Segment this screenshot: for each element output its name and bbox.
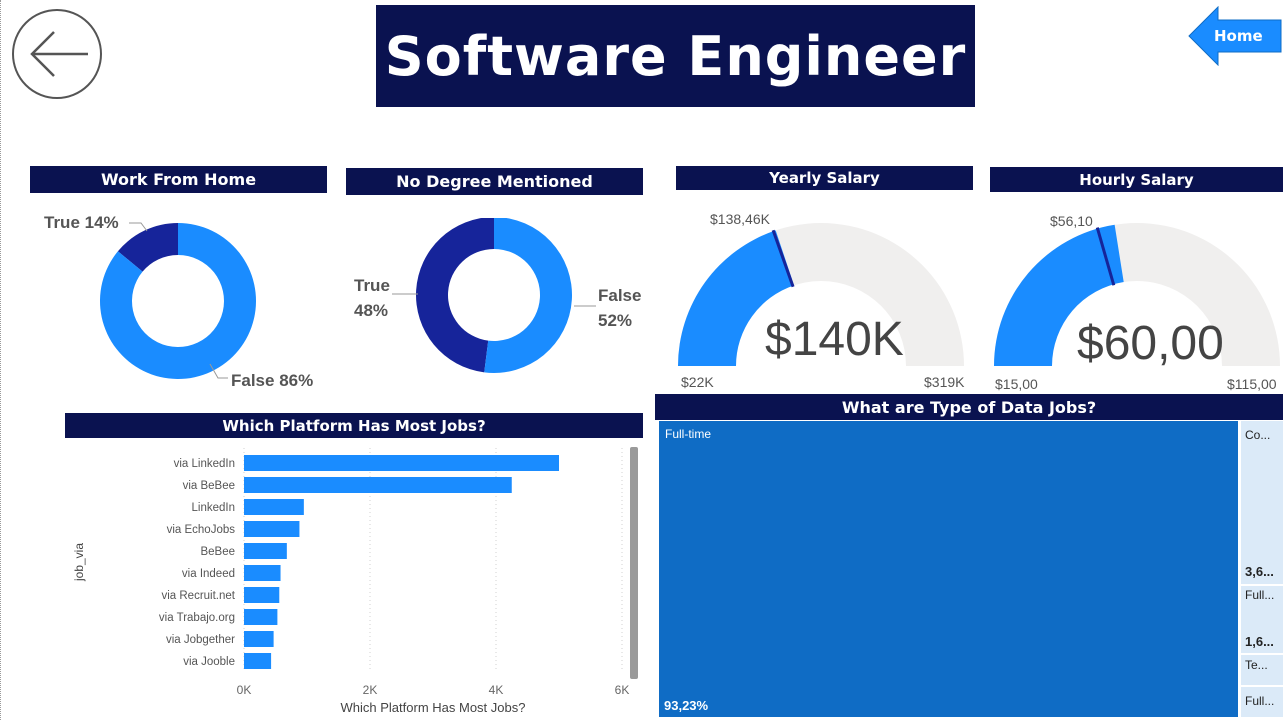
wfh-slice-true[interactable] <box>117 223 178 272</box>
degree-false-label: False <box>598 286 642 305</box>
bar-category-label: via Jooble <box>183 656 235 668</box>
treemap-main-pct: 93,23% <box>664 698 709 713</box>
wfh-slice-false[interactable] <box>99 223 256 379</box>
home-arrow-icon <box>1188 5 1282 67</box>
platform-header: Which Platform Has Most Jobs? <box>65 413 643 438</box>
bar-tick-label: 0K <box>237 683 252 697</box>
treemap-tile-1-label: Co... <box>1245 428 1271 442</box>
bar-via-jooble[interactable] <box>244 653 272 669</box>
treemap-tile-2-value: 1,6... <box>1245 634 1274 649</box>
yearly-target-marker <box>771 229 795 288</box>
bar-via-indeed[interactable] <box>244 565 281 581</box>
yearly-min: $22K <box>681 374 714 390</box>
bar-category-label: via Trabajo.org <box>159 612 235 624</box>
bar-category-label: LinkedIn <box>192 502 235 514</box>
arrow-left-icon <box>30 31 88 77</box>
bar-linkedin[interactable] <box>244 499 304 515</box>
wfh-donut-chart <box>99 223 256 379</box>
bar-tick-label: 4K <box>489 683 504 697</box>
wfh-true-label: True 14% <box>44 213 119 232</box>
treemap-tile-1[interactable] <box>1241 421 1283 584</box>
degree-slice-false[interactable] <box>484 218 572 373</box>
home-button[interactable]: Home <box>1188 5 1282 67</box>
treemap-header: What are Type of Data Jobs? <box>655 394 1283 420</box>
bar-tick-label: 2K <box>363 683 378 697</box>
hourly-fill[interactable] <box>994 224 1124 366</box>
yearly-header: Yearly Salary <box>676 166 973 190</box>
wfh-header: Work From Home <box>30 166 327 193</box>
platform-scrollbar[interactable] <box>630 447 638 679</box>
bar-via-linkedin[interactable] <box>244 455 559 471</box>
bar-tick-label: 6K <box>615 683 630 697</box>
hourly-target-label: $56,10 <box>1050 213 1093 229</box>
treemap-tile-3-label: Te... <box>1245 658 1268 672</box>
wfh-false-label: False 86% <box>231 371 314 390</box>
bar-category-label: via BeBee <box>183 480 235 492</box>
bar-bebee[interactable] <box>244 543 287 559</box>
treemap-tile-3[interactable] <box>1241 655 1283 685</box>
page-title: Software Engineer <box>384 24 967 88</box>
treemap-tile-4[interactable] <box>1241 687 1283 717</box>
bar-via-jobgether[interactable] <box>244 631 274 647</box>
degree-slice-true[interactable] <box>416 218 494 373</box>
bar-via-echojobs[interactable] <box>244 521 300 537</box>
degree-false-leader <box>574 305 596 307</box>
yearly-value: $140K <box>765 313 904 366</box>
treemap-main-label: Full-time <box>665 427 712 441</box>
bar-category-label: via Indeed <box>182 568 235 580</box>
bar-via-recruit-net[interactable] <box>244 587 280 603</box>
platform-bar-chart: via LinkedIn via BeBee LinkedIn via EchoJob… <box>72 448 630 715</box>
hourly-max: $115,00 <box>1227 376 1277 392</box>
title-banner <box>376 5 975 107</box>
degree-true-label: True <box>354 276 390 295</box>
bar-category-label: via LinkedIn <box>174 458 235 470</box>
platform-ylabel: job_via <box>72 543 86 582</box>
degree-false-pct: 52% <box>598 311 633 330</box>
wfh-false-leader <box>209 363 228 379</box>
platform-xlabel: Which Platform Has Most Jobs? <box>341 700 526 715</box>
bar-category-label: via EchoJobs <box>167 524 236 536</box>
hourly-value: $60,00 <box>1077 317 1224 370</box>
treemap-tile-2-label: Full... <box>1245 588 1275 602</box>
yearly-gauge <box>678 223 964 366</box>
hourly-target-marker <box>1095 227 1116 286</box>
wfh-true-leader <box>129 222 148 232</box>
treemap-main-tile[interactable] <box>659 421 1238 717</box>
yearly-target-label: $138,46K <box>710 211 770 227</box>
treemap-tile-2[interactable] <box>1241 586 1283 653</box>
bar-category-label: BeBee <box>200 546 235 558</box>
degree-true-pct: 48% <box>354 301 389 320</box>
degree-header: No Degree Mentioned <box>346 168 643 195</box>
treemap-tile-1-value: 3,6... <box>1245 564 1274 579</box>
bar-category-label: via Jobgether <box>166 634 235 646</box>
bar-via-bebee[interactable] <box>244 477 512 493</box>
bar-category-label: via Recruit.net <box>161 590 235 602</box>
degree-donut-chart <box>416 218 572 373</box>
bar-via-trabajo-org[interactable] <box>244 609 278 625</box>
yearly-max: $319K <box>924 374 965 390</box>
home-label: Home <box>1214 27 1263 45</box>
hourly-gauge <box>994 223 1280 366</box>
hourly-min: $15,00 <box>995 376 1038 392</box>
treemap-tile-4-label: Full... <box>1245 694 1275 708</box>
hourly-header: Hourly Salary <box>990 167 1283 192</box>
page-edge <box>0 0 2 720</box>
yearly-fill[interactable] <box>678 230 795 366</box>
back-button[interactable] <box>12 9 102 99</box>
degree-true-leader <box>392 293 418 295</box>
